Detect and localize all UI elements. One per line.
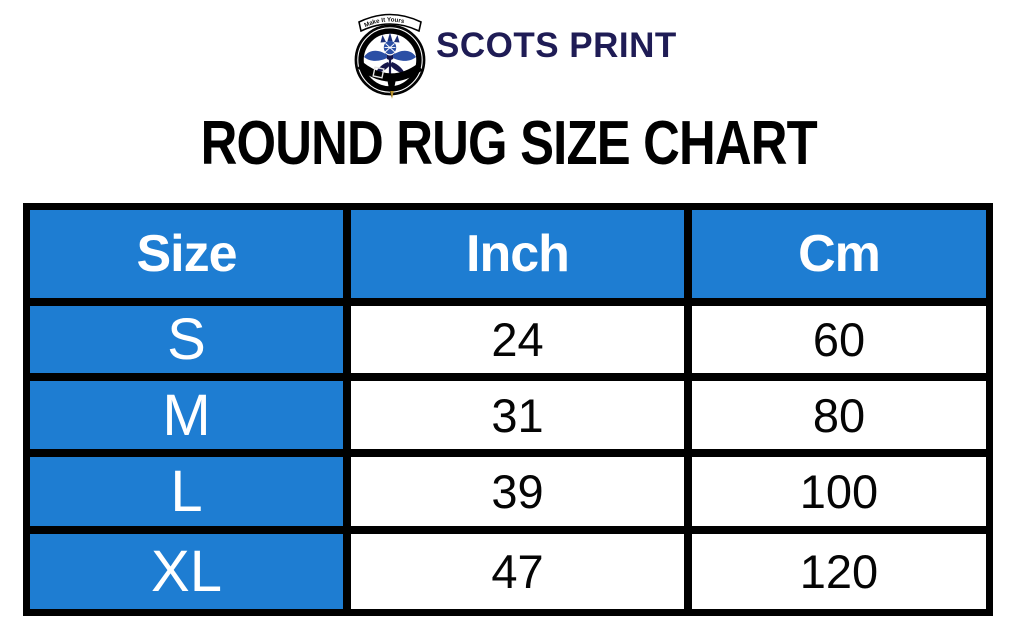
page-title: ROUND RUG SIZE CHART xyxy=(200,109,817,178)
size-chart-table: Size Inch Cm S 24 60 M 31 80 L 39 100 XL… xyxy=(23,203,993,616)
col-header-inch: Inch xyxy=(351,210,684,298)
inch-cell: 47 xyxy=(351,534,684,609)
crest-outer-ring xyxy=(354,24,426,96)
cm-cell: 120 xyxy=(692,534,986,609)
size-cell: M xyxy=(30,381,343,449)
thistle-icon xyxy=(364,32,416,74)
brand-name: SCOTS PRINT xyxy=(436,26,677,65)
scots-print-crest-logo-icon: Make It Yours xyxy=(354,13,426,99)
inch-cell: 39 xyxy=(351,457,684,526)
col-header-size: Size xyxy=(30,210,343,298)
cm-cell: 60 xyxy=(692,306,986,373)
belt-buckle xyxy=(357,61,423,99)
cm-cell: 80 xyxy=(692,381,986,449)
inch-cell: 24 xyxy=(351,306,684,373)
inch-cell: 31 xyxy=(351,381,684,449)
cm-cell: 100 xyxy=(692,457,986,526)
page-title-wrap: ROUND RUG SIZE CHART xyxy=(0,108,1017,179)
col-header-cm: Cm xyxy=(692,210,986,298)
banner-ribbon xyxy=(358,13,422,33)
size-cell: XL xyxy=(30,534,343,609)
size-cell: L xyxy=(30,457,343,526)
size-cell: S xyxy=(30,306,343,373)
